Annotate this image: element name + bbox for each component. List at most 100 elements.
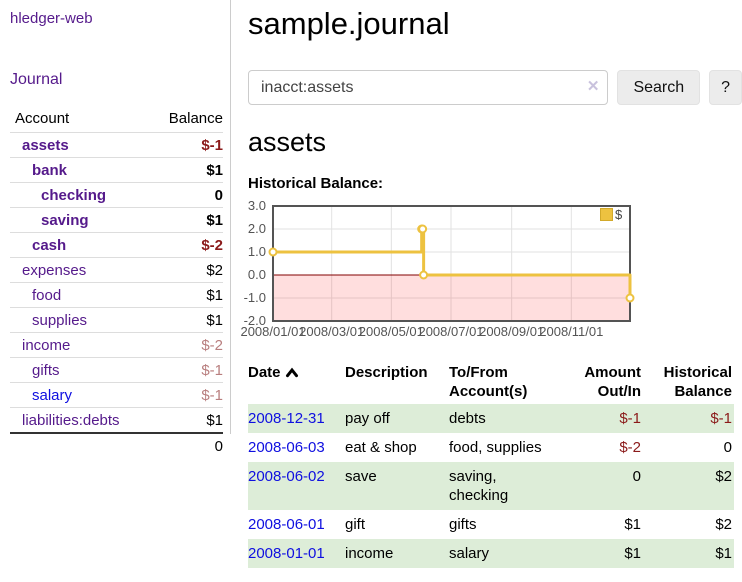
- account-balance: $-1: [148, 358, 223, 383]
- account-row: expenses $2: [10, 258, 223, 283]
- register-cell-balance: $2: [643, 510, 734, 539]
- account-row: salary $-1: [10, 383, 223, 408]
- register-header-row: Date Description To/From Account(s) Amou…: [248, 360, 734, 404]
- register-cell-amount: $-1: [561, 404, 643, 433]
- account-link-bank[interactable]: bank: [32, 162, 67, 179]
- register-cell-balance: 0: [643, 433, 734, 462]
- account-balance: $1: [148, 408, 223, 434]
- sidebar-item-journal[interactable]: Journal: [10, 71, 222, 89]
- account-link-liabilities-debts[interactable]: liabilities:debts: [22, 412, 120, 429]
- register-row: 2008-01-01incomesalary$1$1: [248, 539, 734, 568]
- account-link-cash[interactable]: cash: [32, 237, 66, 254]
- legend-swatch: [600, 208, 613, 221]
- register-col-accounts: To/From Account(s): [449, 360, 561, 404]
- x-tick-label: 2008/05/01: [359, 324, 424, 339]
- account-link-salary[interactable]: salary: [32, 387, 72, 404]
- y-tick-label: 0.0: [242, 267, 266, 282]
- x-tick-label: 2008/07/01: [418, 324, 483, 339]
- accounts-col-balance: Balance: [148, 108, 223, 133]
- register-cell-balance: $2: [643, 462, 734, 510]
- register-cell-description: pay off: [345, 404, 449, 433]
- account-balance: $1: [148, 283, 223, 308]
- account-row: assets $-1: [10, 133, 223, 158]
- y-tick-label: 2.0: [242, 221, 266, 236]
- historical-balance-chart: $ 3.02.01.00.0-1.0-2.02008/01/012008/03/…: [248, 200, 742, 348]
- clear-search-icon[interactable]: ✕: [587, 79, 600, 94]
- account-balance: $-1: [148, 133, 223, 158]
- accounts-total-row: 0: [10, 433, 223, 458]
- data-point: [420, 272, 427, 279]
- accounts-col-account: Account: [10, 108, 148, 133]
- account-row: cash $-2: [10, 233, 223, 258]
- x-tick-label: 2008/03/01: [299, 324, 364, 339]
- register-cell-balance: $1: [643, 539, 734, 568]
- register-cell-description: income: [345, 539, 449, 568]
- account-heading: assets: [248, 127, 742, 157]
- register-row: 2008-12-31pay offdebts$-1$-1: [248, 404, 734, 433]
- register-cell-amount: $-2: [561, 433, 643, 462]
- register-col-date[interactable]: Date: [248, 360, 345, 404]
- account-row: supplies$1: [10, 308, 223, 333]
- account-row: food $1: [10, 283, 223, 308]
- accounts-total-value: 0: [148, 433, 223, 458]
- account-row: saving $1: [10, 208, 223, 233]
- register-cell-accounts: salary: [449, 539, 561, 568]
- transaction-date-link[interactable]: 2008-12-31: [248, 410, 325, 427]
- register-cell-amount: $1: [561, 510, 643, 539]
- chart-legend: $: [600, 207, 622, 222]
- data-point: [419, 226, 426, 233]
- register-cell-balance: $-1: [643, 404, 734, 433]
- account-balance: 0: [148, 183, 223, 208]
- register-col-balance: Historical Balance: [643, 360, 734, 404]
- data-point: [627, 295, 634, 302]
- register-row: 2008-06-01 giftgifts$1$2: [248, 510, 734, 539]
- register-cell-description: save: [345, 462, 449, 510]
- register-col-description: Description: [345, 360, 449, 404]
- chart-canvas: [267, 200, 641, 330]
- register-cell-accounts: gifts: [449, 510, 561, 539]
- transaction-date-link[interactable]: 2008-06-03: [248, 439, 325, 456]
- transaction-date-link[interactable]: 2008-06-02: [248, 468, 325, 485]
- account-link-income[interactable]: income: [22, 337, 70, 354]
- account-row: bank$1: [10, 158, 223, 183]
- app-brand-link[interactable]: hledger-web: [10, 10, 222, 27]
- account-link-checking[interactable]: checking: [41, 187, 106, 204]
- register-table: Date Description To/From Account(s) Amou…: [248, 360, 734, 568]
- account-balance: $-2: [148, 333, 223, 358]
- search-input[interactable]: [248, 70, 608, 105]
- chart-title: Historical Balance:: [248, 175, 742, 192]
- y-tick-label: 1.0: [242, 244, 266, 259]
- search-button[interactable]: Search: [617, 70, 700, 105]
- account-link-saving[interactable]: saving: [41, 212, 89, 229]
- legend-label: $: [615, 207, 622, 222]
- account-balance: $-2: [148, 233, 223, 258]
- x-tick-label: 2008/09/01: [479, 324, 544, 339]
- sidebar: hledger-web Journal Account Balance asse…: [0, 0, 231, 434]
- account-balance: $-1: [148, 383, 223, 408]
- search-bar: ✕ Search ?: [248, 70, 742, 105]
- help-button[interactable]: ?: [709, 70, 742, 105]
- data-point: [270, 249, 277, 256]
- sort-ascending-icon: [285, 367, 299, 378]
- register-cell-accounts: food, supplies: [449, 433, 561, 462]
- main-content: sample.journal ✕ Search ? assets Histori…: [248, 0, 742, 568]
- register-cell-amount: 0: [561, 462, 643, 510]
- account-row: checking 0: [10, 183, 223, 208]
- account-link-supplies[interactable]: supplies: [32, 312, 87, 329]
- register-cell-description: gift: [345, 510, 449, 539]
- account-link-expenses[interactable]: expenses: [22, 262, 86, 279]
- account-row: gifts $-1: [10, 358, 223, 383]
- register-cell-accounts: saving, checking: [449, 462, 561, 510]
- account-balance: $1: [148, 208, 223, 233]
- account-link-gifts[interactable]: gifts: [32, 362, 60, 379]
- x-tick-label: 2008/01/01: [240, 324, 305, 339]
- transaction-date-link[interactable]: 2008-01-01: [248, 545, 325, 562]
- x-tick-label: 2008/11/01: [539, 324, 603, 339]
- transaction-date-link[interactable]: 2008-06-01: [248, 516, 325, 533]
- account-row: liabilities:debts $1: [10, 408, 223, 434]
- account-link-food[interactable]: food: [32, 287, 61, 304]
- page-title: sample.journal: [248, 6, 742, 42]
- register-row: 2008-06-02 savesaving, checking0$2: [248, 462, 734, 510]
- account-balance: $2: [148, 258, 223, 283]
- account-link-assets[interactable]: assets: [22, 137, 69, 154]
